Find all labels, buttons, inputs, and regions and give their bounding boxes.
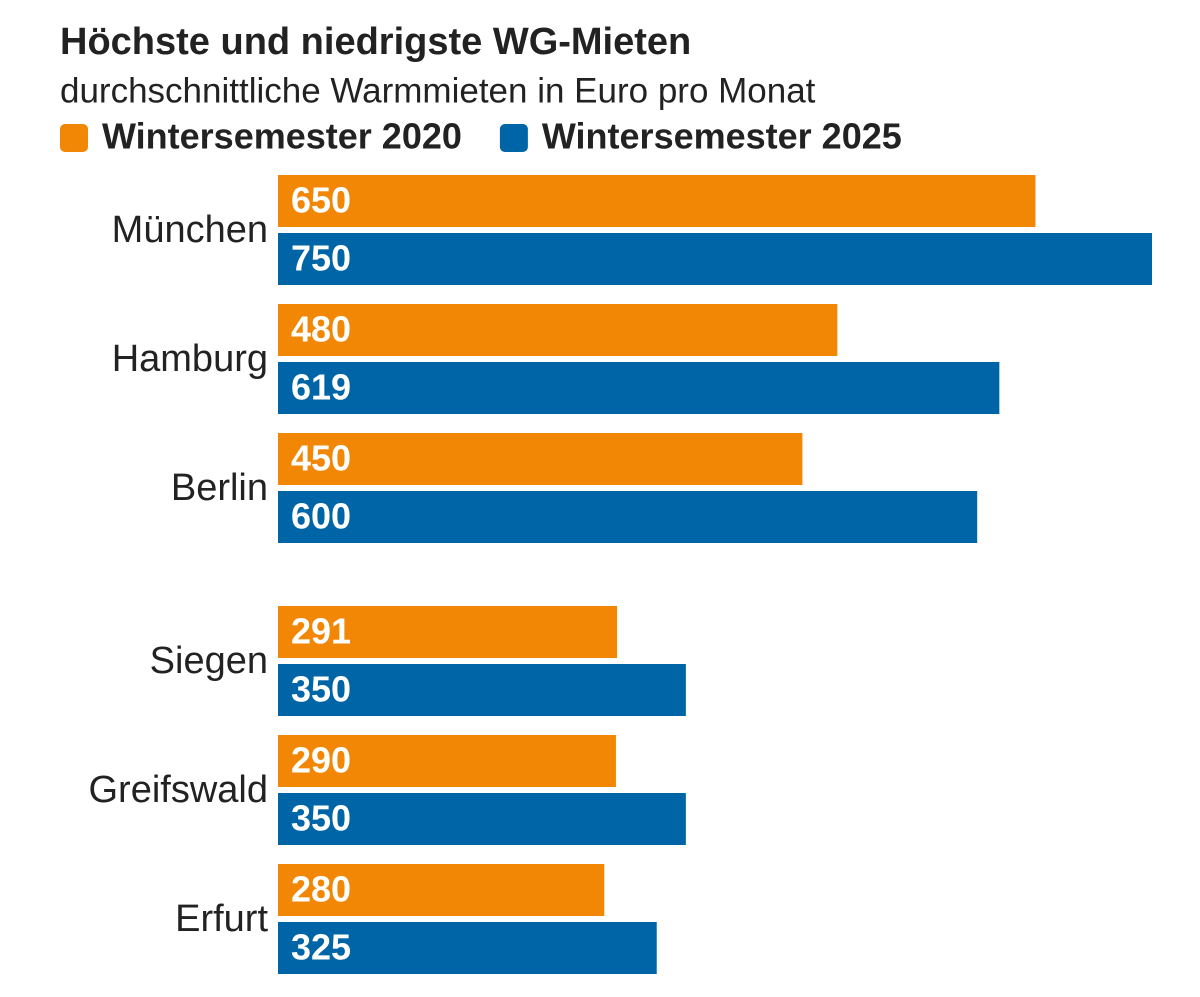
value-label: 480 [291, 309, 351, 350]
value-label: 450 [291, 438, 351, 479]
value-label: 290 [291, 740, 351, 781]
value-label: 350 [291, 669, 351, 710]
category-label: München [112, 209, 268, 251]
bar [278, 922, 657, 974]
legend-swatch [60, 124, 88, 152]
value-label: 750 [291, 238, 351, 279]
value-label: 325 [291, 927, 351, 968]
bar [278, 793, 686, 845]
bar [278, 362, 1000, 414]
chart-title: Höchste und niedrigste WG-Mieten [60, 21, 691, 63]
value-label: 291 [291, 611, 351, 652]
legend-label: Wintersemester 2025 [542, 116, 902, 157]
bar [278, 491, 978, 543]
category-label: Hamburg [112, 338, 268, 380]
bar [278, 233, 1152, 285]
value-label: 650 [291, 180, 351, 221]
bar [278, 175, 1036, 227]
category-label: Greifswald [89, 769, 269, 811]
bar [278, 735, 616, 787]
bar [278, 864, 605, 916]
value-label: 619 [291, 367, 351, 408]
bar [278, 606, 618, 658]
category-label: Erfurt [175, 898, 268, 940]
value-label: 280 [291, 869, 351, 910]
legend-label: Wintersemester 2020 [102, 116, 462, 157]
value-label: 350 [291, 798, 351, 839]
bar [278, 433, 803, 485]
category-label: Siegen [150, 640, 268, 682]
legend-swatch [499, 124, 528, 152]
chart-subtitle: durchschnittliche Warmmieten in Euro pro… [60, 71, 816, 110]
value-label: 600 [291, 496, 351, 537]
bar [278, 664, 686, 716]
bar [278, 304, 838, 356]
category-label: Berlin [171, 467, 268, 509]
